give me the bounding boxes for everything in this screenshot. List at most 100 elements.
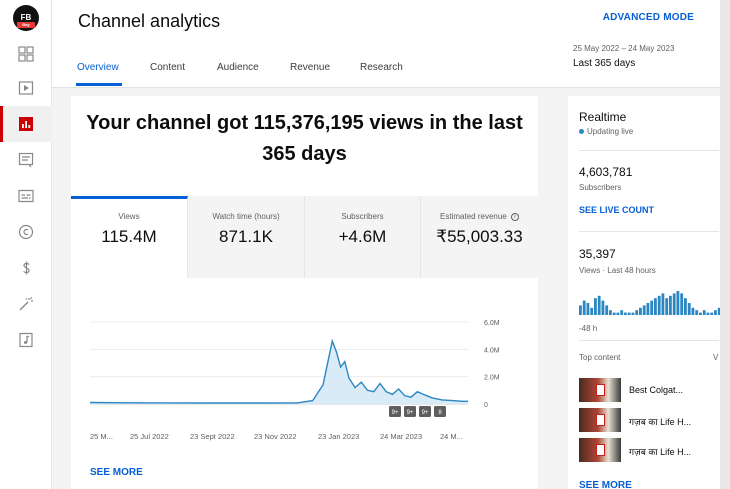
chart-y-labels: 6.0M 4.0M 2.0M 0 — [484, 320, 500, 409]
metric-card-views[interactable]: Views 115.4M — [71, 196, 188, 278]
x-tick-label: 25 M... — [90, 432, 113, 441]
video-thumbnail — [579, 378, 621, 402]
metric-card-subscribers[interactable]: Subscribers +4.6M — [305, 196, 421, 278]
tab-content[interactable]: Content — [150, 62, 186, 73]
views-48h-count: 35,397 — [579, 247, 616, 261]
metric-value: +4.6M — [338, 227, 387, 246]
subscribers-label: Subscribers — [579, 183, 622, 192]
advanced-mode-button[interactable]: ADVANCED MODE — [602, 12, 694, 23]
realtime-bar — [590, 307, 594, 315]
views-chart[interactable]: 6.0M 4.0M 2.0M 0 25 M... 25 Jul 2022 23 Sept … — [71, 296, 538, 456]
logo-text: FB — [20, 13, 32, 22]
divider — [579, 231, 719, 232]
metric-value: 115.4M — [101, 227, 157, 246]
top-content-item[interactable]: गज़ब का Life H... 5 — [579, 408, 729, 432]
divider — [579, 150, 719, 151]
views-headline: Your channel got 115,376,195 views in th… — [71, 108, 538, 170]
analytics-header: Channel analytics ADVANCED MODE 25 May 2… — [52, 0, 730, 88]
realtime-bar — [714, 310, 717, 315]
nav-content[interactable] — [0, 70, 52, 106]
realtime-bar — [609, 310, 612, 315]
chart-grid — [90, 321, 468, 405]
tab-research[interactable]: Research — [360, 62, 403, 73]
svg-text:9+: 9+ — [392, 410, 399, 416]
metric-label: Estimated revenue i — [421, 212, 538, 221]
realtime-bar — [654, 298, 657, 315]
info-icon[interactable]: i — [510, 212, 519, 221]
scrollbar[interactable] — [720, 0, 730, 489]
nav-copyright[interactable] — [0, 214, 52, 250]
views-48h-bar-chart[interactable] — [579, 289, 729, 317]
metric-card-revenue[interactable]: Estimated revenue i ₹55,003.33 — [421, 196, 538, 278]
realtime-bar — [616, 312, 620, 315]
realtime-bar — [684, 298, 687, 315]
metric-card-watch-time[interactable]: Watch time (hours) 871.1K — [188, 196, 305, 278]
thumbnail-tag — [596, 414, 605, 426]
nav-analytics[interactable] — [0, 106, 52, 142]
video-marker-badge: 9+ — [419, 406, 431, 417]
y-tick-label: 2.0M — [484, 375, 500, 382]
top-content-label: Top content — [579, 353, 621, 362]
chart-x-labels: 25 M... 25 Jul 2022 23 Sept 2022 23 Nov 202… — [90, 432, 463, 441]
x-tick-label: 23 Jan 2023 — [318, 432, 359, 441]
realtime-bar — [624, 312, 627, 315]
overview-card: Your channel got 115,376,195 views in th… — [71, 96, 538, 489]
metric-label: Subscribers — [341, 212, 384, 221]
video-title: Best Colgat... — [629, 385, 684, 395]
nav-dashboard[interactable] — [0, 36, 52, 72]
left-nav-rail: FB Bay — [0, 0, 52, 489]
analytics-icon — [19, 117, 33, 131]
realtime-bar — [691, 307, 695, 315]
realtime-bar — [706, 312, 710, 315]
tab-overview[interactable]: Overview — [77, 62, 119, 73]
tab-audience[interactable]: Audience — [217, 62, 259, 73]
video-marker-badge: 9+ — [389, 406, 401, 417]
thumbnail-tag — [596, 384, 605, 396]
channel-logo[interactable]: FB Bay — [13, 5, 39, 31]
realtime-bar — [612, 312, 616, 315]
updating-live-status: Updating live — [579, 127, 633, 136]
top-content-item[interactable]: Best Colgat... 24 — [579, 378, 730, 402]
metric-value: ₹55,003.33 — [436, 227, 523, 246]
realtime-bar — [635, 310, 639, 315]
realtime-bar — [661, 293, 665, 315]
see-more-button[interactable]: SEE MORE — [90, 467, 143, 478]
video-title: गज़ब का Life H... — [629, 417, 692, 427]
realtime-bar — [605, 305, 609, 315]
realtime-bar — [672, 293, 676, 315]
video-marker-badge: 8 — [434, 406, 446, 417]
nav-earn[interactable] — [0, 250, 52, 286]
earn-icon — [23, 261, 30, 275]
realtime-bar — [657, 295, 661, 315]
nav-audio-library[interactable] — [0, 322, 52, 358]
x-tick-label: 23 Nov 2022 — [254, 432, 297, 441]
tab-revenue[interactable]: Revenue — [290, 62, 331, 73]
nav-comments[interactable] — [0, 142, 52, 178]
audio-library-icon — [19, 332, 33, 348]
x-tick-label: 23 Sept 2022 — [190, 432, 235, 441]
customization-icon — [19, 297, 33, 311]
x-tick-label: 24 M... — [440, 432, 463, 441]
top-content-column-header: V — [713, 353, 719, 362]
divider — [579, 340, 719, 341]
y-tick-label: 4.0M — [484, 347, 500, 354]
date-range-text[interactable]: 25 May 2022 – 24 May 2023 — [573, 44, 675, 53]
video-marker-badge: 9+ — [404, 406, 416, 417]
see-live-count-button[interactable]: SEE LIVE COUNT — [579, 205, 655, 215]
logo-sub-text: Bay — [17, 22, 35, 28]
date-range-label[interactable]: Last 365 days — [573, 58, 636, 69]
realtime-bar — [601, 300, 605, 315]
realtime-bar — [642, 305, 646, 315]
realtime-bar — [586, 303, 590, 315]
realtime-bar — [627, 312, 631, 315]
subtitles-icon — [18, 189, 34, 203]
top-content-item[interactable]: गज़ब का Life H... 2 — [579, 438, 729, 462]
see-more-top-content-button[interactable]: SEE MORE — [579, 480, 632, 489]
svg-text:9+: 9+ — [422, 410, 429, 416]
x-tick-label: 25 Jul 2022 — [130, 432, 169, 441]
nav-subtitles[interactable] — [0, 178, 52, 214]
comments-icon — [18, 152, 34, 168]
nav-customization[interactable] — [0, 286, 52, 322]
realtime-panel: Realtime Updating live 4,603,781 Subscri… — [568, 96, 730, 489]
metric-value: 871.1K — [219, 227, 273, 246]
